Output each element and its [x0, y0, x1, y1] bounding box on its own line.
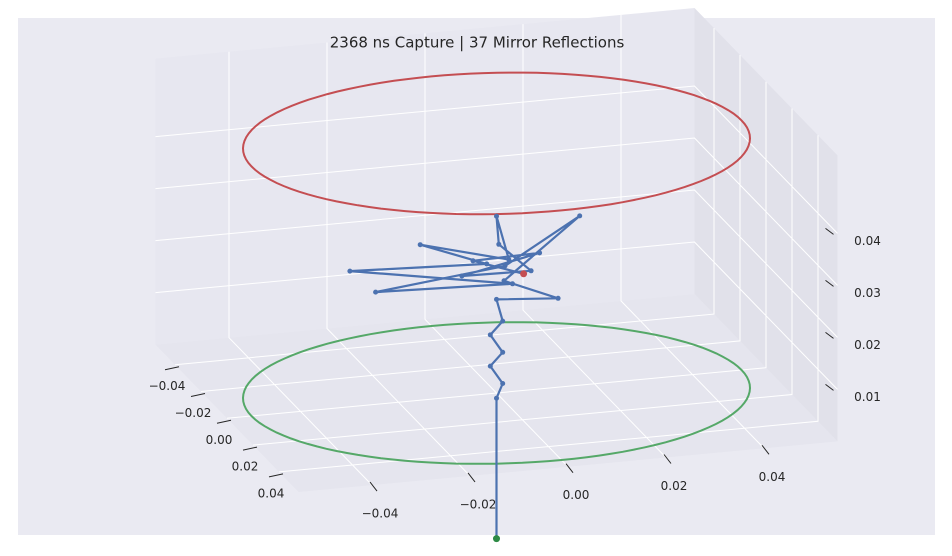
z-tick-label: 0.03	[854, 286, 881, 300]
trajectory-point	[487, 332, 493, 338]
y-tick-mark	[467, 472, 476, 483]
x-tick-label: 0.04	[258, 486, 285, 500]
y-tick-label: −0.04	[362, 507, 399, 521]
grid-line	[326, 42, 471, 477]
z-tick-mark	[825, 331, 834, 339]
y-tick-mark	[565, 463, 574, 474]
y-tick-label: 0.02	[661, 479, 688, 493]
trajectory-point	[537, 250, 543, 256]
x-tick-mark	[216, 419, 232, 424]
y-tick-mark	[369, 481, 378, 492]
ring	[241, 71, 752, 216]
trajectory-point	[500, 318, 506, 324]
trajectory-point	[373, 289, 379, 295]
grid	[155, 14, 838, 486]
trajectory-point	[577, 213, 583, 219]
z-tick-mark	[825, 279, 834, 287]
x-tick-mark	[268, 473, 284, 478]
trajectory-point	[500, 381, 506, 386]
x-tick-label: 0.02	[232, 460, 259, 474]
trajectory-point	[487, 363, 493, 369]
grid-line	[252, 108, 793, 446]
trajectory-point	[555, 295, 561, 301]
ring	[241, 321, 752, 465]
z-tick-mark	[825, 227, 834, 235]
trajectory-point	[493, 535, 500, 543]
grid-line	[155, 241, 838, 390]
grid-line	[200, 54, 741, 392]
z-tick-label: 0.01	[854, 390, 881, 404]
grid-line	[522, 24, 667, 458]
trajectory-point	[484, 261, 490, 267]
z-tick-mark	[825, 383, 834, 391]
x-tick-label: −0.04	[149, 379, 186, 393]
trajectory-point	[500, 349, 506, 355]
trajectory-point	[417, 242, 423, 248]
trajectory-point	[470, 258, 476, 264]
axes: −0.04 −0.02 0.00 0.02 0.04 −0.04 −0.02 0.00 0.02…	[149, 227, 881, 521]
trajectory-point	[494, 395, 499, 401]
trajectory-point	[501, 278, 507, 284]
x-tick-mark	[190, 393, 206, 397]
grid-line	[278, 135, 819, 473]
x-tick-mark	[242, 446, 258, 451]
trajectory-point	[528, 268, 534, 274]
grid-line	[620, 14, 765, 449]
y-tick-mark	[761, 444, 770, 455]
trajectory-point	[506, 257, 512, 263]
grid-line	[228, 51, 373, 486]
y-tick-label: 0.04	[759, 470, 786, 484]
x-tick-label: −0.02	[175, 406, 212, 420]
grid-line	[155, 137, 838, 286]
grid-line	[424, 33, 569, 468]
chart-title: 2368 ns Capture | 37 Mirror Reflections	[330, 34, 625, 52]
z-tick-label: 0.02	[854, 338, 881, 352]
trajectory-point	[510, 281, 515, 287]
grid-line	[155, 85, 838, 234]
grid-line	[174, 28, 715, 366]
trajectory-point	[494, 213, 499, 219]
y-tick-mark	[663, 454, 672, 464]
trajectory-point	[459, 273, 465, 279]
y-tick-label: −0.02	[460, 497, 497, 511]
x-tick-label: 0.00	[206, 433, 233, 447]
y-tick-label: 0.00	[563, 488, 590, 502]
trajectory-point	[494, 296, 499, 302]
trajectory-point	[520, 270, 528, 278]
z-tick-label: 0.04	[854, 234, 881, 248]
trajectory-point	[502, 263, 508, 269]
marks	[241, 71, 752, 543]
trajectory-point	[347, 268, 353, 274]
x-tick-mark	[164, 366, 180, 371]
grid-line	[226, 81, 767, 419]
trajectory-point	[496, 241, 502, 247]
grid-line	[155, 189, 838, 338]
